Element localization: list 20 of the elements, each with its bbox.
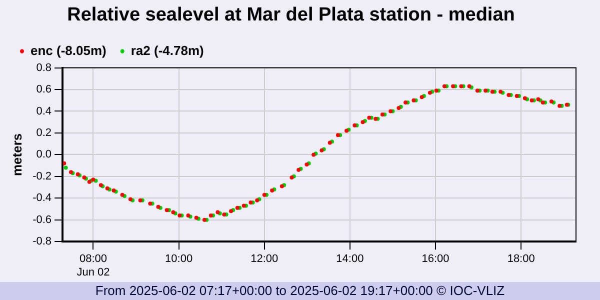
- y-tick-label: 0.6: [36, 84, 52, 96]
- y-tick-label: -0.6: [32, 214, 52, 226]
- y-tick-label: 0.0: [36, 148, 52, 161]
- y-tick-label: 0.2: [36, 127, 52, 140]
- y-tick-label: 0.8: [36, 62, 52, 74]
- legend-label: ra2 (-4.78m): [130, 42, 204, 58]
- y-axis-title: meters: [9, 133, 24, 176]
- y-tick-label: -0.2: [32, 170, 52, 182]
- y-tick-label: 0.4: [36, 105, 52, 118]
- chart-title: Relative sealevel at Mar del Plata station - median: [67, 4, 515, 26]
- y-tick-label: -0.4: [32, 192, 52, 204]
- legend-label: enc (-8.05m): [30, 42, 106, 58]
- x-tick-label: 12:00: [250, 253, 278, 266]
- text: From 2025-06-02 07:17+00:00 to 2025-06-02 19:17+00:00 © IOC-VLIZ: [0, 282, 600, 300]
- x-tick-label: 08:00 Jun 02: [76, 253, 110, 278]
- x-tick-label: 16:00: [422, 253, 450, 266]
- x-tick-label: 18:00: [507, 253, 535, 266]
- x-tick-label: 14:00: [336, 253, 364, 266]
- x-tick-label: 10:00: [165, 253, 193, 266]
- y-tick-label: -0.8: [32, 236, 52, 248]
